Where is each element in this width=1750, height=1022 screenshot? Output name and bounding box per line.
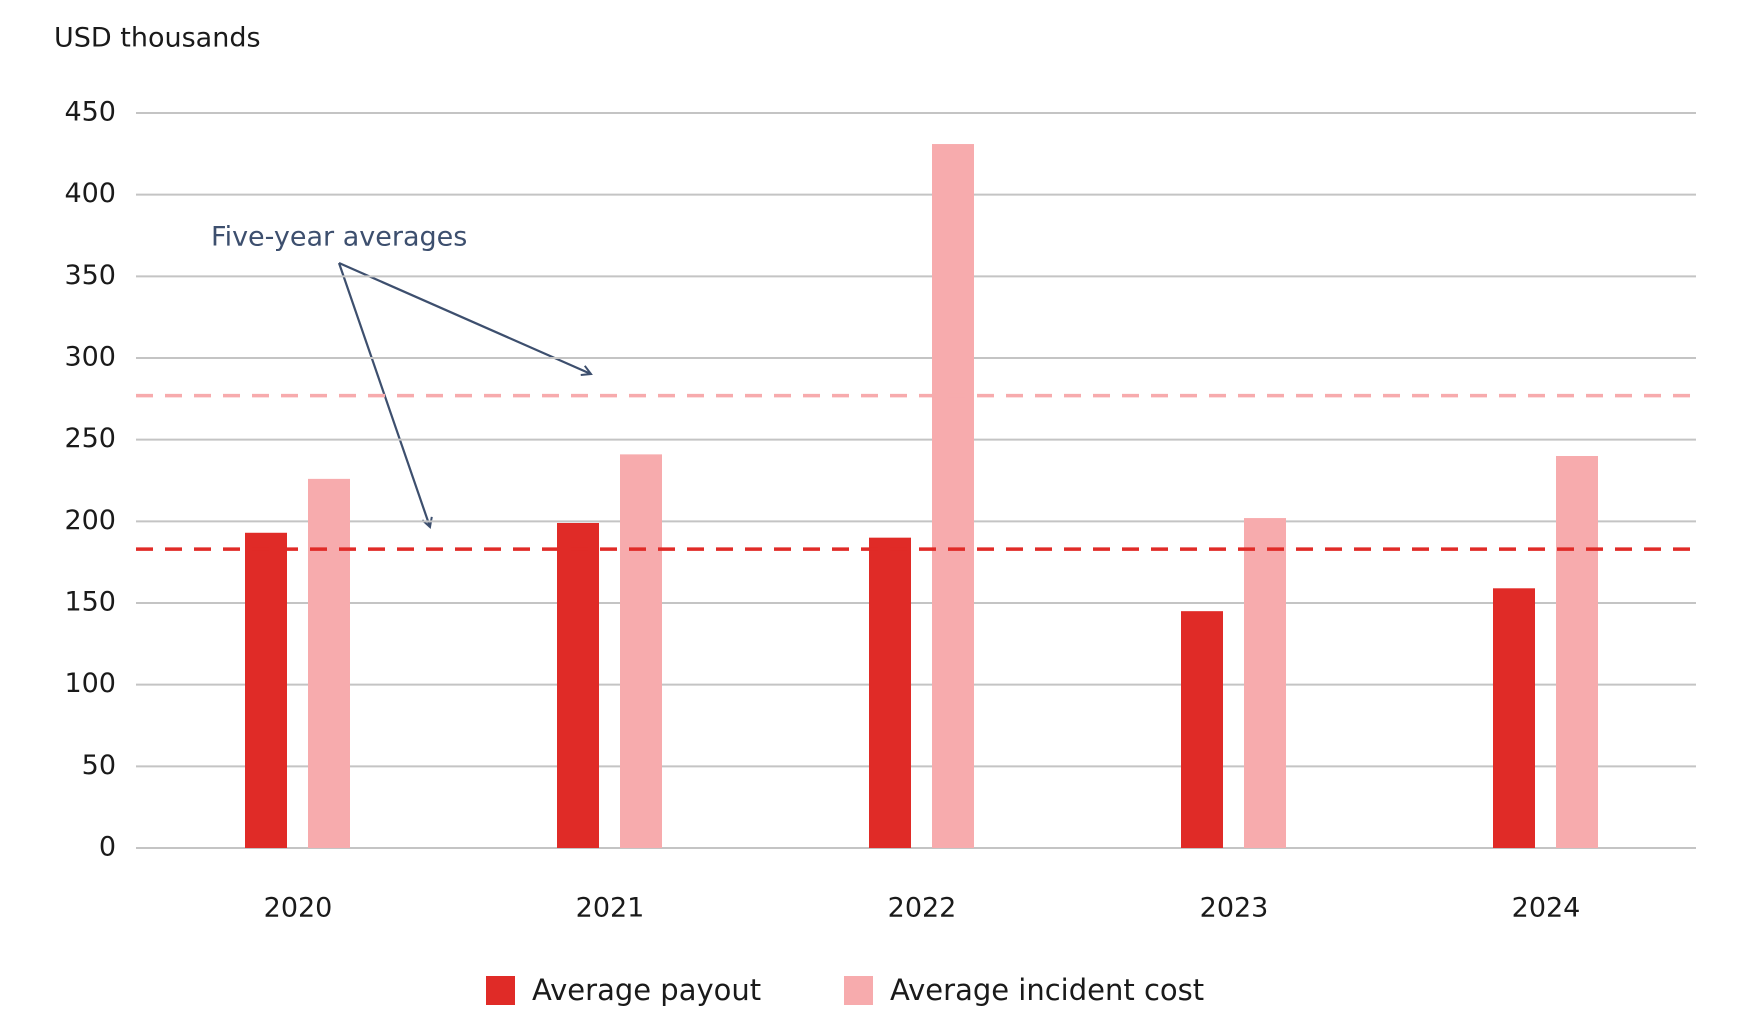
y-axis-label: USD thousands xyxy=(54,23,261,54)
y-tick-label: 50 xyxy=(82,750,116,781)
bar xyxy=(869,537,911,848)
legend-label: Average payout xyxy=(532,973,761,1007)
x-tick-label: 2022 xyxy=(888,893,957,924)
y-tick-label: 450 xyxy=(64,97,116,128)
y-tick-label: 150 xyxy=(64,587,116,618)
y-tick-label: 200 xyxy=(64,505,116,536)
bar xyxy=(308,478,350,848)
x-tick-label: 2021 xyxy=(576,893,645,924)
legend-label: Average incident cost xyxy=(890,973,1204,1007)
bar xyxy=(932,144,974,849)
bar xyxy=(1181,611,1223,848)
legend-swatch xyxy=(844,976,873,1005)
legend-swatch xyxy=(486,976,515,1005)
annotation-arrow xyxy=(338,261,591,374)
y-tick-label: 300 xyxy=(64,342,116,373)
y-tick-label: 350 xyxy=(64,260,116,291)
y-tick-label: 400 xyxy=(64,178,116,209)
bar xyxy=(245,532,287,848)
x-tick-label: 2023 xyxy=(1200,893,1269,924)
y-tick-label: 100 xyxy=(64,668,116,699)
bar xyxy=(557,522,599,848)
bar xyxy=(1493,588,1535,848)
bar xyxy=(1556,456,1598,848)
x-tick-label: 2020 xyxy=(264,893,333,924)
y-tick-label: 250 xyxy=(64,423,116,454)
bar xyxy=(620,454,662,848)
bar xyxy=(1244,518,1286,848)
y-tick-label: 0 xyxy=(99,832,116,863)
x-tick-label: 2024 xyxy=(1512,893,1581,924)
annotation: Five-year averages xyxy=(211,222,467,253)
